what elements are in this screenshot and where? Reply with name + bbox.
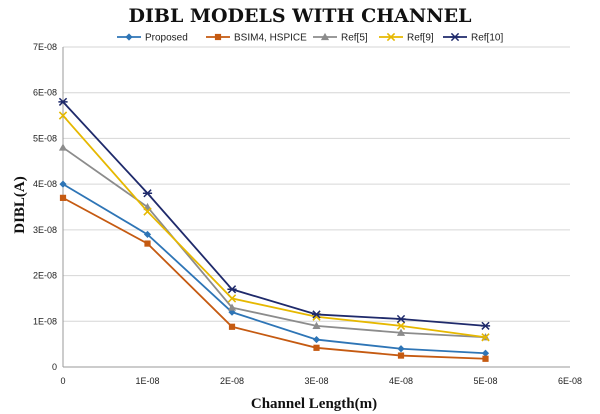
- data-point-marker: [59, 180, 67, 188]
- legend-label: Ref[9]: [407, 33, 434, 44]
- legend-item: Ref[9]: [379, 33, 434, 44]
- data-point-marker: [396, 321, 406, 331]
- series-line: [62, 197, 486, 360]
- data-point-marker: [480, 321, 491, 330]
- y-tick-label: 3E-08: [33, 225, 57, 235]
- data-point-marker: [227, 294, 237, 303]
- y-tick-label: 0: [52, 362, 57, 372]
- x-tick-label: 3E-08: [304, 376, 328, 386]
- data-point-marker: [386, 32, 396, 42]
- gridlines: [63, 46, 570, 322]
- series-line: [62, 183, 486, 355]
- chart-title: DIBL MODELS WITH CHANNEL: [129, 5, 472, 27]
- series-proposed: [59, 180, 490, 357]
- data-point-marker: [228, 308, 236, 316]
- legend-label: Proposed: [145, 33, 188, 44]
- data-point-marker: [312, 335, 321, 344]
- legend-item: Proposed: [117, 33, 188, 44]
- x-tick-label: 1E-08: [135, 376, 159, 386]
- series-ref-9: [58, 111, 490, 342]
- data-point-marker: [311, 310, 322, 319]
- legend-label: Ref[10]: [471, 33, 503, 44]
- x-tick-label: 5E-08: [473, 376, 497, 386]
- legend-item: Ref[5]: [313, 33, 368, 44]
- series-ref-10: [58, 97, 491, 330]
- x-axis-title: Channel Length(m): [251, 396, 377, 412]
- data-point-marker: [482, 355, 489, 362]
- x-tick-label: 0: [60, 376, 65, 386]
- y-tick-label: 5E-08: [33, 133, 57, 143]
- series-line: [62, 101, 486, 327]
- y-tick-label: 2E-08: [33, 271, 57, 281]
- data-point-marker: [58, 111, 68, 120]
- data-point-marker: [228, 323, 236, 330]
- series-layer: [58, 97, 491, 362]
- y-tick-label: 4E-08: [33, 179, 57, 189]
- legend-label: Ref[5]: [341, 33, 368, 44]
- data-point-marker: [396, 314, 406, 324]
- series-line: [62, 146, 486, 339]
- axes: 0 1E-08 2E-08 3E-08 4E-08 5E-08 6E-08 7E-08 0 1E-…: [33, 42, 582, 386]
- series-ref-5: [58, 143, 490, 341]
- data-point-marker: [214, 33, 222, 41]
- legend: Proposed BSIM4, HSPICE Ref[5] Ref[9] Ref[10]: [117, 33, 503, 44]
- data-point-marker: [397, 352, 405, 359]
- y-axis-title: DIBL(A): [12, 176, 28, 234]
- data-point-marker: [396, 328, 406, 336]
- series-line: [62, 114, 486, 339]
- data-point-marker: [481, 333, 490, 342]
- data-point-marker: [397, 345, 405, 353]
- legend-label: BSIM4, HSPICE: [234, 33, 307, 44]
- y-tick-label: 6E-08: [33, 88, 57, 98]
- data-point-marker: [227, 285, 237, 294]
- data-point-marker: [143, 207, 152, 216]
- data-point-marker: [227, 303, 237, 311]
- data-point-marker: [320, 32, 330, 41]
- legend-item: BSIM4, HSPICE: [206, 33, 307, 44]
- x-tick-label: 4E-08: [389, 376, 413, 386]
- data-point-marker: [59, 194, 67, 201]
- data-point-marker: [313, 344, 320, 351]
- series-bsim4-hspice: [59, 194, 489, 362]
- data-point-marker: [125, 33, 133, 41]
- data-point-marker: [144, 240, 151, 247]
- legend-item: Ref[10]: [443, 33, 503, 44]
- y-tick-label: 7E-08: [33, 42, 57, 52]
- data-point-marker: [312, 321, 321, 329]
- y-tick-label: 1E-08: [33, 316, 57, 326]
- data-point-marker: [143, 230, 152, 239]
- data-point-marker: [450, 32, 460, 42]
- x-tick-label: 6E-08: [558, 376, 582, 386]
- data-point-marker: [142, 189, 153, 198]
- data-point-marker: [58, 97, 68, 106]
- data-point-marker: [58, 143, 68, 151]
- x-tick-label: 2E-08: [220, 376, 244, 386]
- data-point-marker: [481, 349, 490, 357]
